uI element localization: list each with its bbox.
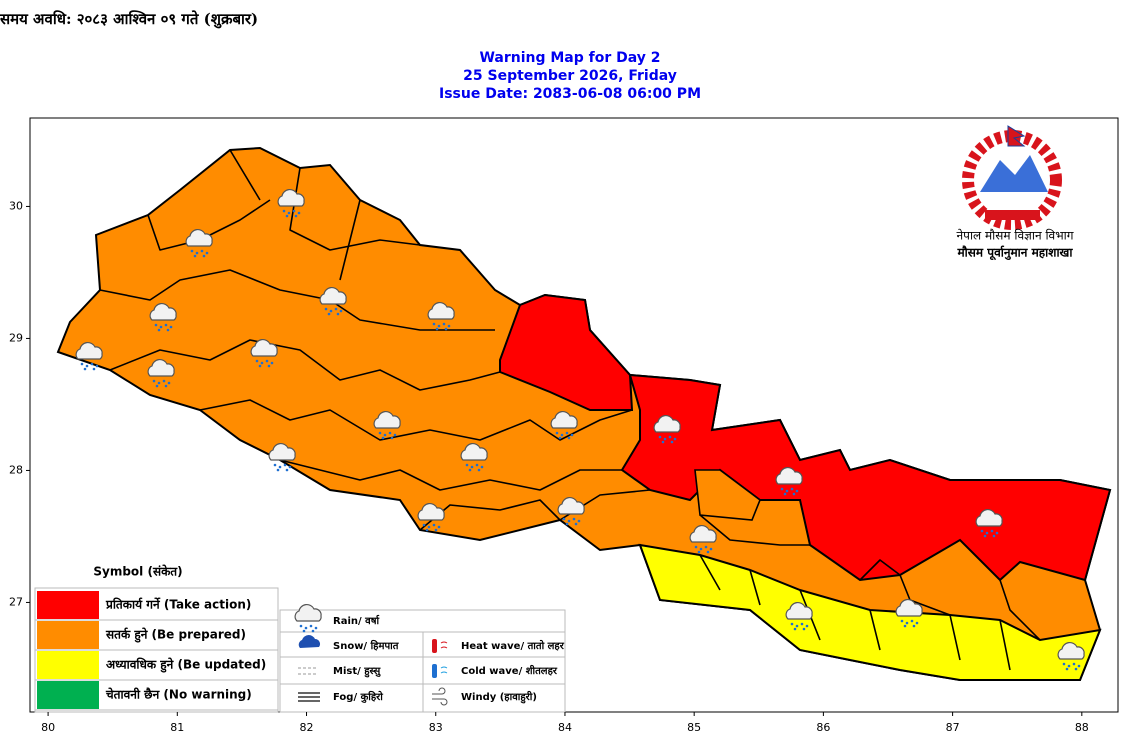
map-title: 25 September 2026, Friday xyxy=(463,68,677,84)
x-tick-label: 80 xyxy=(41,721,55,734)
legend-levels: प्रतिकार्य गर्ने (Take action) सतर्क हुने… xyxy=(34,587,279,713)
map-title: Issue Date: 2083-06-08 06:00 PM xyxy=(439,86,701,102)
legend-swatch xyxy=(37,651,99,679)
symbol-label: Mist/ हुस्सु xyxy=(333,666,382,678)
x-tick-label: 87 xyxy=(946,721,960,734)
y-tick-label: 30 xyxy=(9,199,23,212)
map-title: Warning Map for Day 2 xyxy=(479,50,660,66)
legend-swatch xyxy=(37,621,99,649)
legend-swatch xyxy=(37,681,99,709)
symbol-label: Windy (हावाहुरी) xyxy=(461,690,537,704)
logo: नेपाल मौसम विज्ञान विभाग मौसम पूर्वानुमा… xyxy=(956,125,1074,261)
x-tick-label: 85 xyxy=(687,721,701,734)
legend-title: Symbol (संकेत) xyxy=(93,565,182,579)
symbol-label: Cold wave/ शीतलहर xyxy=(461,664,558,677)
logo-line: मौसम पूर्वानुमान महाशाखा xyxy=(957,246,1074,261)
axes: 80 81 82 83 84 85 86 87 88 27 28 29 30 xyxy=(9,199,1089,734)
region xyxy=(694,469,761,521)
legend-label: चेतावनी छैन (No warning) xyxy=(105,688,252,702)
period-text: समय अवधि: २०८३ आश्विन ०९ गते (शुक्रबार) xyxy=(0,10,258,29)
x-tick-label: 84 xyxy=(558,721,572,734)
legend-swatch xyxy=(37,591,99,619)
symbol-label: Heat wave/ तातो लहर xyxy=(461,639,565,652)
symbol-label: Snow/ हिमपात xyxy=(333,639,400,652)
logo-line: नेपाल मौसम विज्ञान विभाग xyxy=(956,229,1073,243)
map-regions xyxy=(56,146,1112,681)
legend-label: प्रतिकार्य गर्ने (Take action) xyxy=(105,598,251,612)
y-tick-label: 28 xyxy=(9,463,23,476)
x-tick-label: 86 xyxy=(816,721,830,734)
legend-label: सतर्क हुने (Be prepared) xyxy=(105,628,246,644)
x-tick-label: 81 xyxy=(170,721,184,734)
region xyxy=(620,373,1112,582)
x-tick-label: 88 xyxy=(1075,721,1089,734)
x-tick-label: 82 xyxy=(300,721,314,734)
y-tick-label: 27 xyxy=(9,595,23,608)
y-tick-label: 29 xyxy=(9,331,23,344)
symbol-legend: Rain/ वर्षा Snow/ हिमपात Mist/ हुस्सु Fo… xyxy=(279,603,566,713)
symbol-label: Fog/ कुहिरो xyxy=(333,690,383,703)
legend-label: अध्यावधिक हुने (Be updated) xyxy=(106,658,266,674)
x-tick-label: 83 xyxy=(429,721,443,734)
symbol-label: Rain/ वर्षा xyxy=(333,614,380,627)
